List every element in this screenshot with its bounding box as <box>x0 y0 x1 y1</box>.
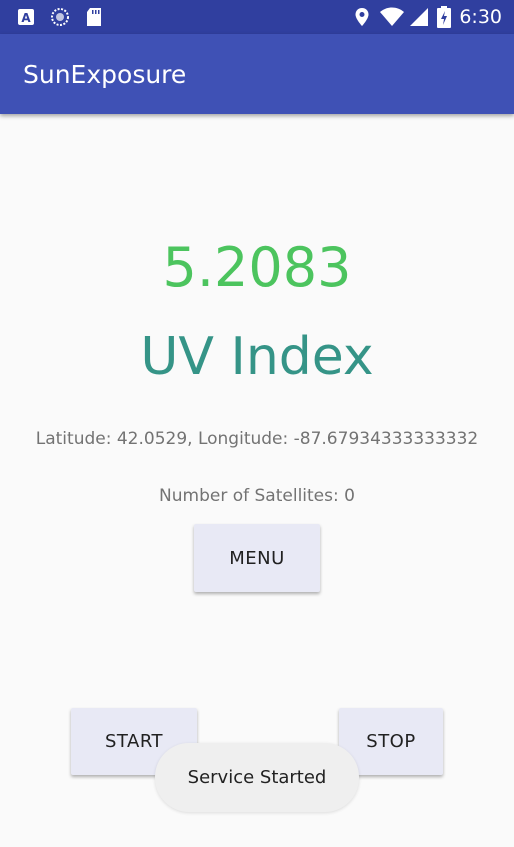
satellites-text: Number of Satellites: 0 <box>159 486 355 506</box>
sd-card-icon <box>84 7 104 27</box>
svg-text:A: A <box>21 11 31 25</box>
status-time: 6:30 <box>459 6 502 28</box>
toast-message: Service Started <box>155 743 359 812</box>
location-icon <box>352 7 372 27</box>
status-bar: A <box>0 0 514 34</box>
app-bar: SunExposure <box>0 34 514 114</box>
menu-button[interactable]: MENU <box>194 524 320 592</box>
app-title: SunExposure <box>23 60 187 89</box>
uv-index-value: 5.2083 <box>162 236 352 299</box>
android-a-icon: A <box>16 7 36 27</box>
battery-charging-icon <box>436 6 452 28</box>
wifi-icon <box>379 7 405 27</box>
uv-index-label: UV Index <box>140 327 374 387</box>
coordinates-text: Latitude: 42.0529, Longitude: -87.679343… <box>35 429 479 449</box>
signal-icon <box>409 7 429 27</box>
start-button[interactable]: START <box>71 708 197 775</box>
sync-circle-icon <box>50 7 70 27</box>
